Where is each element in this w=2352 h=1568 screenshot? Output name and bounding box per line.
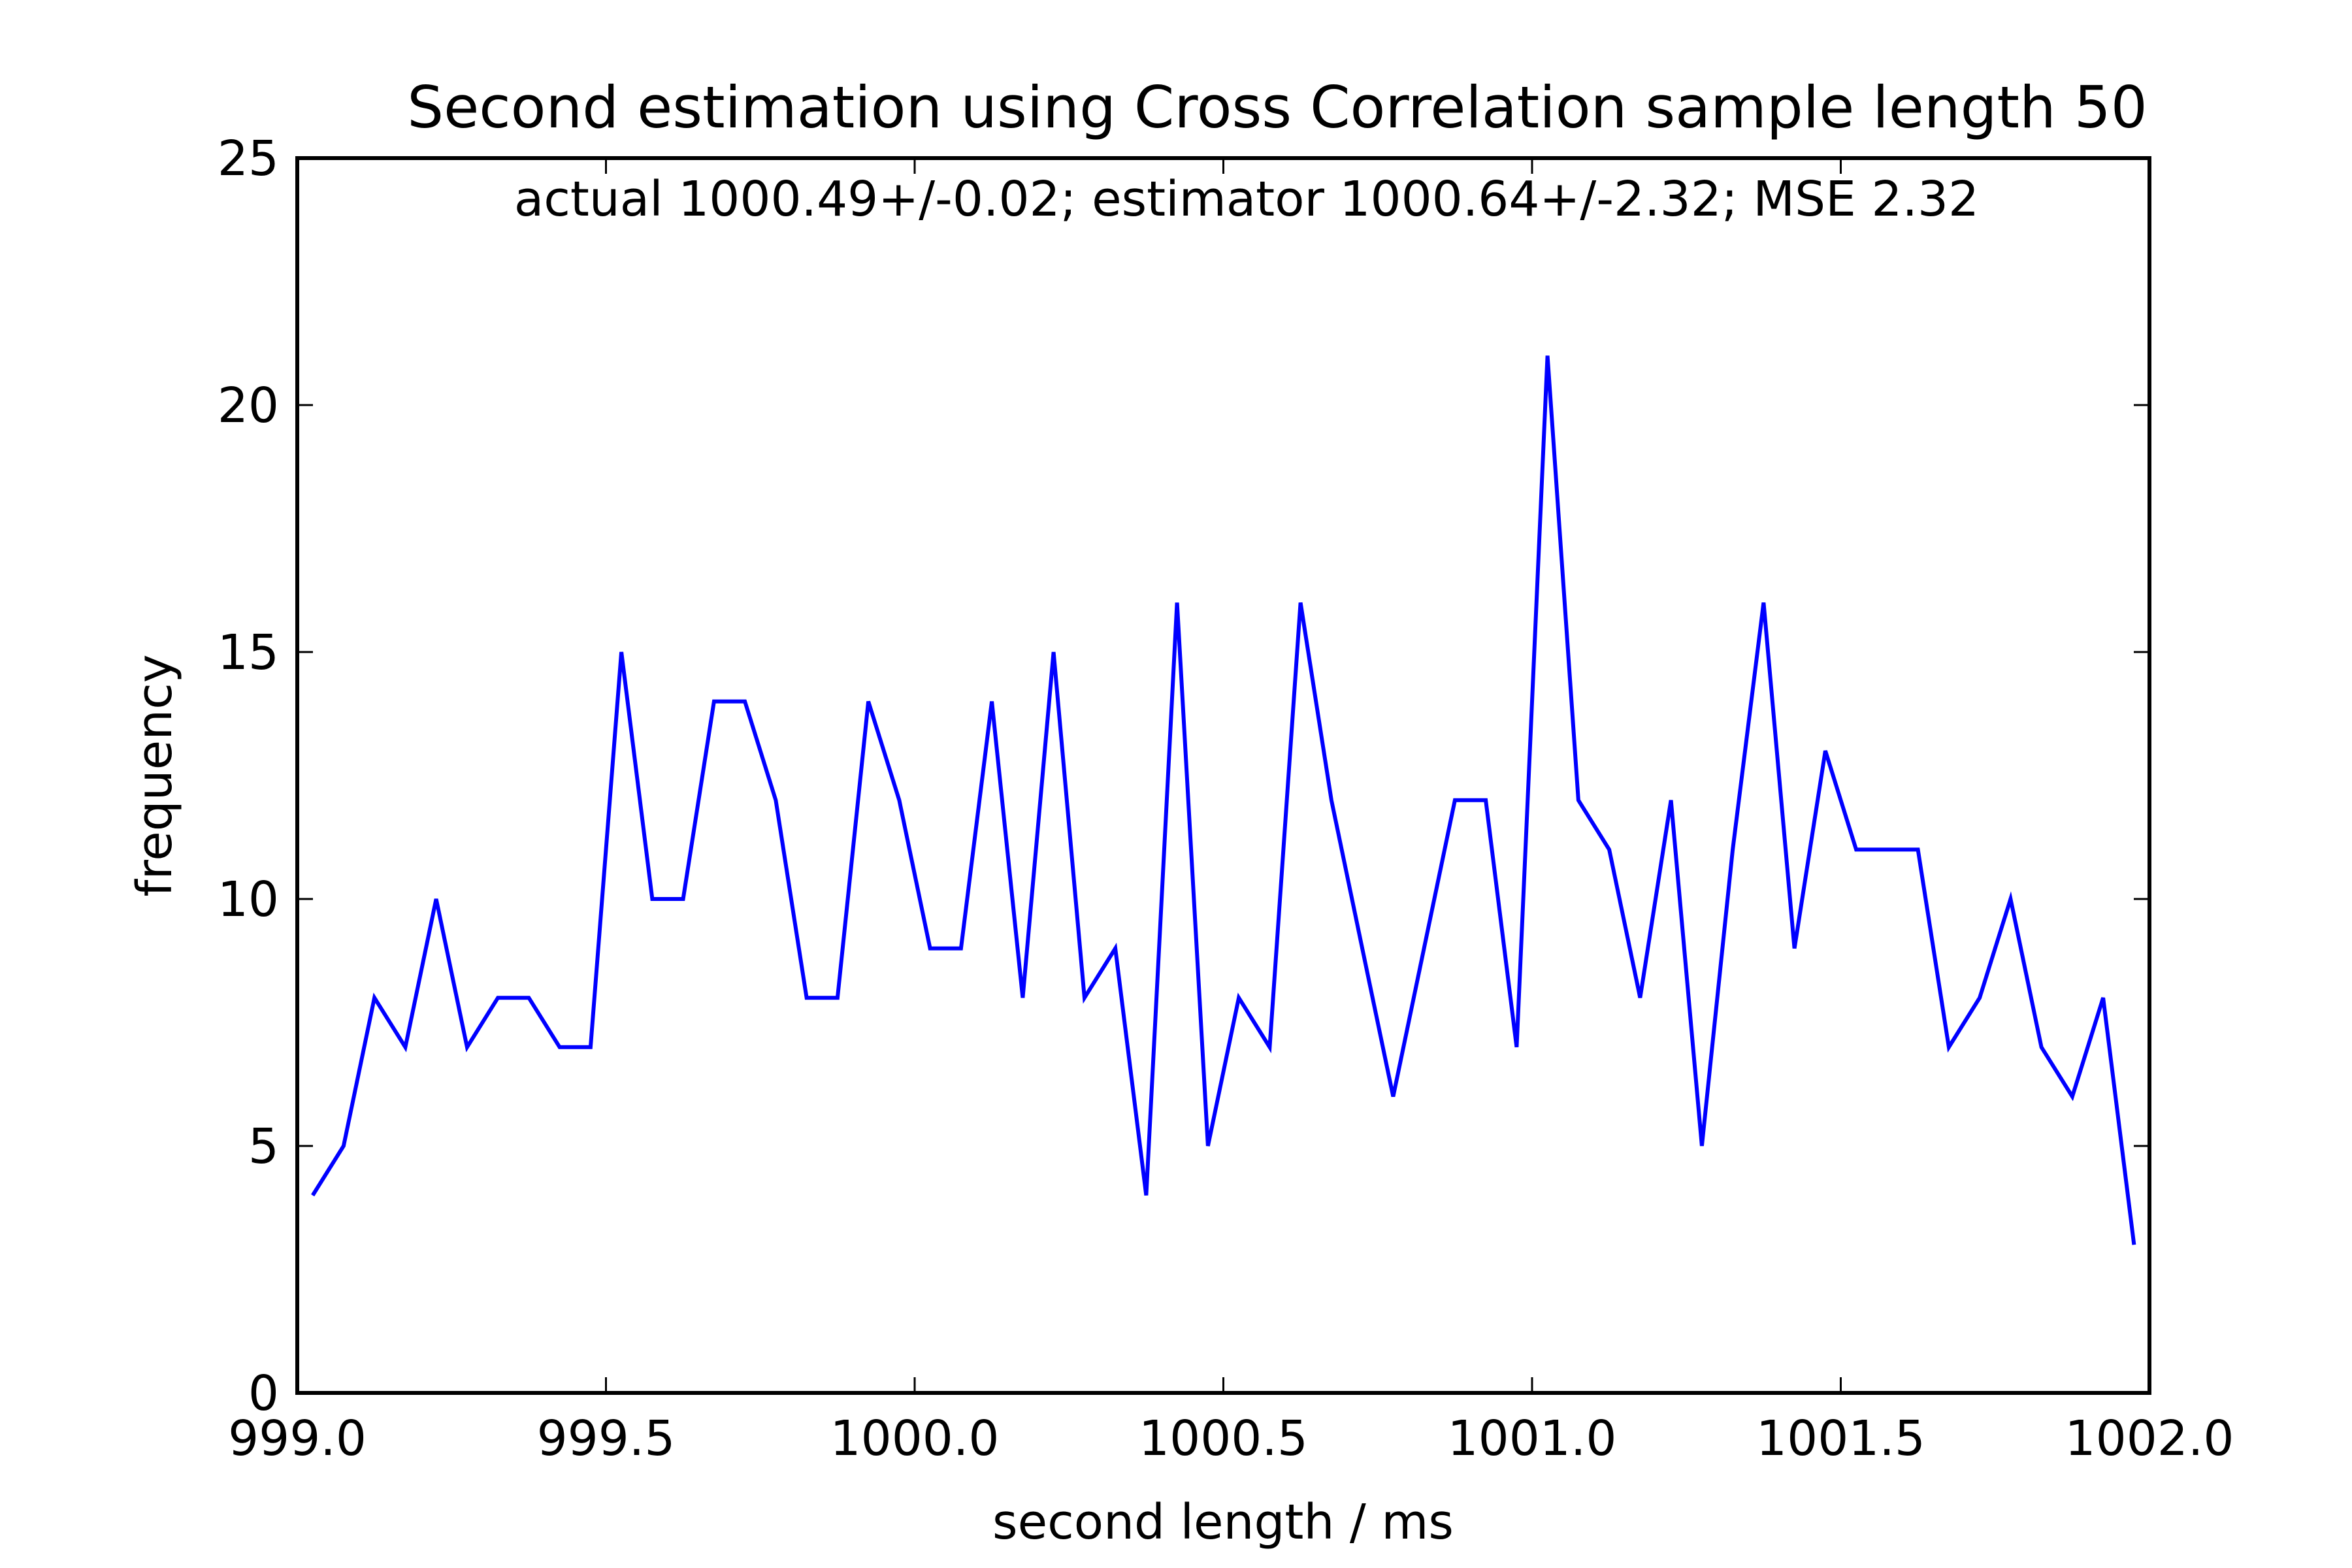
x-tick-label: 999.0 (228, 1411, 367, 1467)
stats-annotation: actual 1000.49+/-0.02; estimator 1000.64… (514, 171, 1979, 227)
x-tick-label: 1000.5 (1139, 1411, 1308, 1467)
x-tick-label: 1000.0 (830, 1411, 1000, 1467)
series-line-0 (311, 355, 2136, 1245)
plot-background (297, 158, 2149, 1393)
plot-area (295, 156, 2151, 1395)
chart-title: Second estimation using Cross Correlatio… (407, 74, 2147, 141)
y-tick-label: 20 (218, 378, 279, 434)
x-tick-labels: 999.0 999.5 1000.0 1000.5 1001.0 1001.5 1002.0 (228, 1411, 2234, 1467)
y-tick-label: 5 (248, 1119, 279, 1175)
y-tick-label: 25 (218, 131, 279, 187)
y-tick-label: 0 (248, 1365, 279, 1422)
x-tick-label: 1002.0 (2065, 1411, 2234, 1467)
y-tick-label: 15 (218, 625, 279, 681)
series-layer (311, 355, 2136, 1245)
y-tick-labels: 0 5 10 15 20 25 (218, 131, 279, 1422)
x-axis-label: second length / ms (992, 1494, 1454, 1550)
plot-frame (295, 156, 2151, 1395)
x-tick-label: 1001.5 (1756, 1411, 1925, 1467)
x-tick-label: 1001.0 (1448, 1411, 1617, 1467)
y-tick-label: 10 (218, 872, 279, 928)
x-tick-label: 999.5 (537, 1411, 676, 1467)
y-axis-label: frequency (127, 654, 183, 896)
